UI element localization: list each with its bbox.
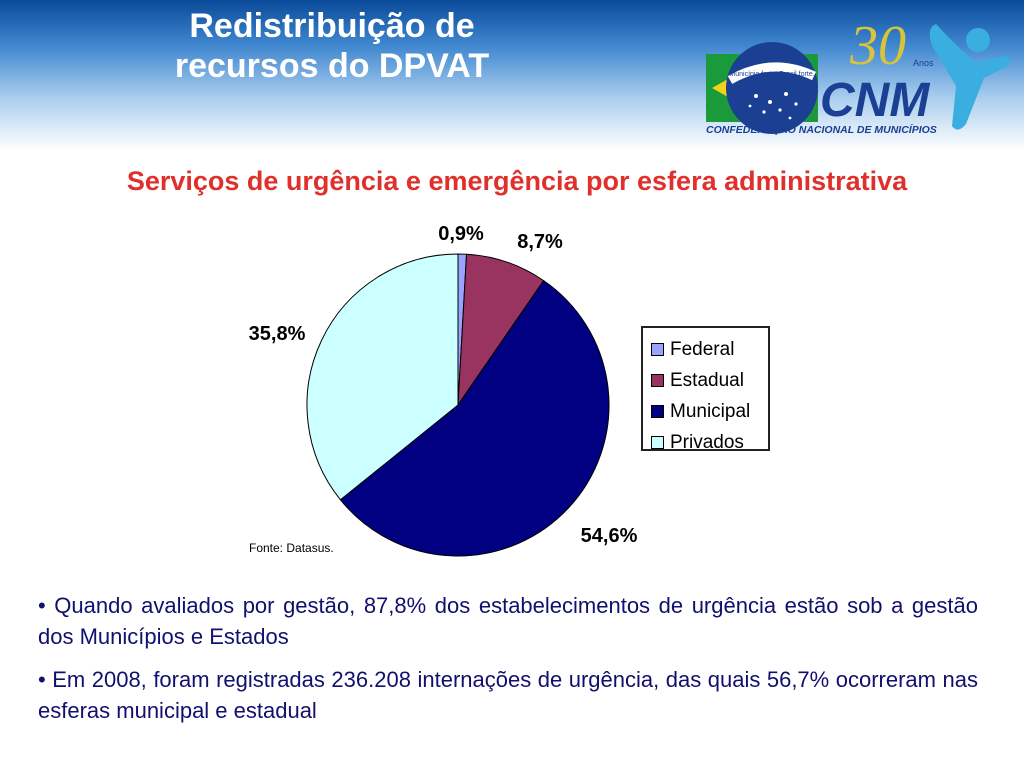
logo-figure-icon — [929, 24, 1011, 130]
legend-item-federal: Federal — [651, 334, 768, 365]
slide-title-line-2: recursos do DPVAT — [174, 47, 490, 85]
slide-title-line-1: Redistribuição de — [189, 7, 475, 45]
bullet-list: • Quando avaliados por gestão, 87,8% dos… — [38, 590, 978, 738]
pie-labels: 0,9% 8,7% 54,6% 35,8% — [249, 223, 638, 547]
data-label-federal: 0,9% — [438, 223, 484, 245]
pie-slice-estadual — [457, 253, 545, 407]
legend-label-estadual: Estadual — [670, 369, 744, 391]
legend-swatch-estadual — [651, 374, 664, 387]
chart-title: Serviços de urgência e emergência por es… — [126, 166, 908, 196]
bullet-item-2: • Em 2008, foram registradas 236.208 int… — [38, 667, 978, 723]
legend-label-municipal: Municipal — [670, 400, 751, 422]
logo-globe-stars — [748, 92, 798, 120]
legend-item-estadual: Estadual — [651, 365, 768, 396]
legend-swatch-federal — [651, 343, 664, 356]
bullet-item-1: • Quando avaliados por gestão, 87,8% dos… — [38, 593, 978, 649]
slide-title: Redistribuição de recursos do DPVAT — [112, 6, 552, 86]
logo-anos-number: 30 — [849, 15, 906, 77]
logo-globe-band — [727, 62, 816, 84]
legend-swatch-privados — [651, 436, 664, 449]
cnm-logo: Município forte. Brasil forte. CNM 30 An… — [706, 15, 1011, 136]
header-band — [0, 0, 1024, 150]
chart-source: Fonte: Datasus. — [249, 541, 334, 555]
logo-anos-label: Anos — [913, 58, 934, 68]
legend-item-privados: Privados — [651, 427, 768, 458]
data-label-municipal: 54,6% — [581, 525, 638, 547]
logo-motto: Município forte. Brasil forte. — [729, 71, 814, 78]
pie-slice-privados — [306, 253, 459, 501]
logo-cnm-text: CNM — [820, 74, 930, 127]
legend-swatch-municipal — [651, 405, 664, 418]
legend-label-federal: Federal — [670, 338, 735, 360]
data-label-privados: 35,8% — [249, 323, 306, 345]
legend-label-privados: Privados — [670, 431, 744, 453]
pie-slices — [306, 253, 610, 557]
data-label-estadual: 8,7% — [517, 231, 563, 253]
logo-tagline: CONFEDERAÇÃO NACIONAL DE MUNICÍPIOS — [706, 123, 937, 136]
legend-item-municipal: Municipal — [651, 396, 768, 427]
chart-legend: Federal Estadual Municipal Privados — [641, 326, 770, 453]
pie-slice-municipal — [339, 279, 610, 557]
